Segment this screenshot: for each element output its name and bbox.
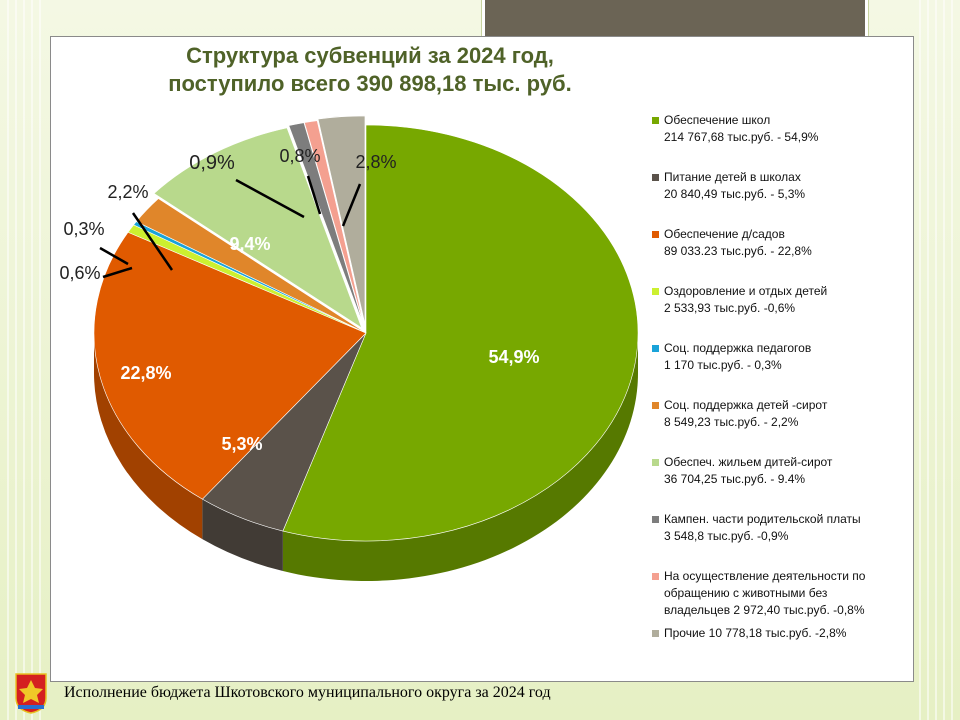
pie-slice (153, 127, 363, 329)
legend-swatch (652, 402, 659, 409)
legend-item: Соц. поддержка детей -сирот 8 549,23 тыс.… (652, 397, 910, 431)
legend-item: Обеспечение д/садов 89 033.23 тыс.руб. - … (652, 226, 910, 260)
legend-swatch (652, 288, 659, 295)
label-leader-line (235, 178, 305, 219)
legend-item: Обеспечение школ 214 767,68 тыс.руб. - 54… (652, 112, 910, 146)
legend-label: Кампен. части родительской платы (664, 512, 861, 526)
legend-label: обращению с животными без (664, 586, 828, 600)
slice-data-label: 9,4% (229, 234, 270, 254)
slice-data-label: 22,8% (120, 363, 171, 383)
legend-label: 36 704,25 тыс.руб. - 9.4% (664, 472, 806, 486)
legend-label: 1 170 тыс.руб. - 0,3% (664, 358, 782, 372)
legend-item: Кампен. части родительской платы 3 548,8 … (652, 511, 910, 545)
slice-data-label: 2,2% (107, 182, 148, 202)
chart-legend: Обеспечение школ 214 767,68 тыс.руб. - 54… (652, 112, 910, 665)
legend-label: Питание детей в школах (664, 170, 801, 184)
legend-swatch (652, 345, 659, 352)
legend-label: Соц. поддержка детей -сирот (664, 398, 828, 412)
pie-slice-side (282, 333, 638, 581)
legend-swatch (652, 231, 659, 238)
slice-data-label: 0,6% (59, 263, 100, 283)
pie-slice (93, 231, 367, 500)
pie-slice (288, 122, 364, 326)
legend-label: Обеспеч. жильем дитей-сирот (664, 455, 833, 469)
slice-data-label: 0,3% (63, 219, 104, 239)
legend-label: владельцев 2 972,40 тыс.руб. -0,8% (664, 603, 865, 617)
header-tab-decoration (482, 0, 868, 42)
chart-title-line-1: Структура субвенций за 2024 год, (186, 43, 554, 68)
pie-slice-side (93, 333, 203, 540)
coat-of-arms-icon (15, 673, 47, 714)
legend-label: Обеспечение д/садов (664, 227, 785, 241)
pie-slice-side (202, 499, 283, 572)
legend-label: Обеспечение школ (664, 113, 771, 127)
slice-data-label: 54,9% (488, 347, 539, 367)
slice-data-label: 0,8% (279, 146, 320, 166)
footer-caption: Исполнение бюджета Шкотовского муниципал… (64, 684, 551, 701)
label-leader-line (102, 266, 133, 279)
slice-data-label: 0,9% (189, 152, 235, 174)
pie-slice (304, 120, 365, 326)
legend-swatch (652, 174, 659, 181)
legend-label: 8 549,23 тыс.руб. - 2,2% (664, 415, 799, 429)
label-leader-line (306, 175, 322, 215)
legend-label: 20 840,49 тыс.руб. - 5,3% (664, 187, 806, 201)
label-leader-line (341, 183, 362, 227)
chart-title-line-2: поступило всего 390 898,18 тыс. руб. (168, 71, 572, 96)
legend-item: Прочие 10 778,18 тыс.руб. -2,8% (652, 625, 910, 642)
pie-slice (135, 198, 367, 334)
legend-label: Соц. поддержка педагогов (664, 341, 812, 355)
slice-data-label: 5,3% (221, 434, 262, 454)
legend-label: 2 533,93 тыс.руб. -0,6% (664, 301, 796, 315)
legend-item: Оздоровление и отдых детей 2 533,93 тыс.р… (652, 283, 910, 317)
legend-item: Питание детей в школах 20 840,49 тыс.руб.… (652, 169, 910, 203)
legend-item: Обеспеч. жильем дитей-сирот 36 704,25 тыс… (652, 454, 910, 488)
legend-swatch (652, 630, 659, 637)
legend-label: На осуществление деятельности по (664, 569, 866, 583)
legend-label: Оздоровление и отдых детей (664, 284, 828, 298)
pie-slice (282, 124, 639, 542)
legend-label: 89 033.23 тыс.руб. - 22,8% (664, 244, 812, 258)
legend-label: Прочие 10 778,18 тыс.руб. -2,8% (664, 626, 847, 640)
legend-swatch (652, 459, 659, 466)
label-leader-line (99, 246, 129, 266)
legend-label: 3 548,8 тыс.руб. -0,9% (664, 529, 789, 543)
legend-label: 214 767,68 тыс.руб. - 54,9% (664, 130, 819, 144)
chart-title: Структура субвенций за 2024 год, поступи… (50, 42, 690, 98)
slice-data-label: 2,8% (355, 152, 396, 172)
legend-item: На осуществление деятельности по обращени… (652, 568, 910, 619)
legend-swatch (652, 516, 659, 523)
legend-item: Соц. поддержка педагогов 1 170 тыс.руб. -… (652, 340, 910, 374)
label-leader-line (131, 212, 174, 271)
legend-swatch (652, 573, 659, 580)
legend-swatch (652, 117, 659, 124)
pie-slice (317, 115, 366, 324)
